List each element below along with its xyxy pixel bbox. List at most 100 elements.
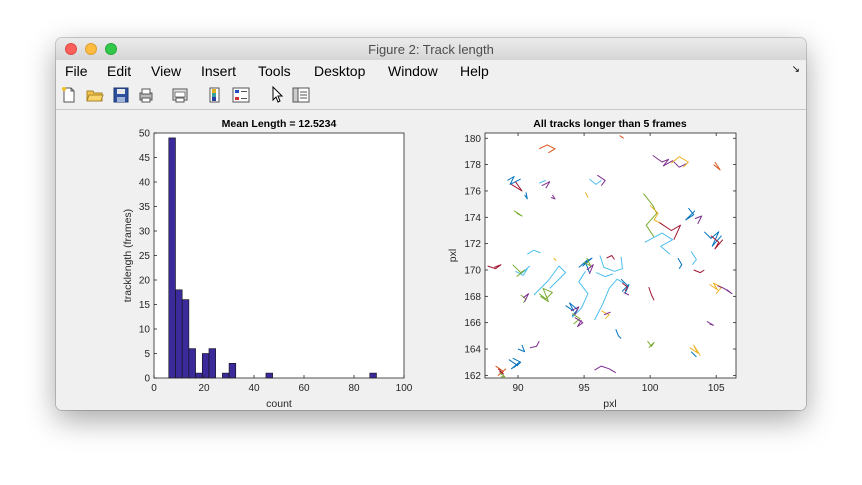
menu-help[interactable]: Help xyxy=(460,63,489,79)
track-line xyxy=(570,306,580,316)
track-line xyxy=(670,156,689,168)
tracks-ytick-label: 178 xyxy=(464,160,481,171)
track-line xyxy=(594,365,617,374)
title-bar[interactable]: Figure 2: Track length xyxy=(56,38,806,61)
minimize-window-button[interactable] xyxy=(85,43,97,55)
print-preview-icon[interactable] xyxy=(171,86,189,104)
histogram-ytick-label: 50 xyxy=(139,129,151,140)
menu-tools[interactable]: Tools xyxy=(258,63,291,79)
histogram-bar xyxy=(195,372,203,379)
histogram-xtick-label: 60 xyxy=(298,383,310,394)
tracks-xtick-label: 90 xyxy=(512,383,524,394)
tracks-xtick-label: 105 xyxy=(708,383,725,394)
track-line xyxy=(586,264,594,275)
track-line xyxy=(652,154,688,168)
histogram-bar xyxy=(265,372,273,379)
histogram-ytick-label: 45 xyxy=(139,153,151,164)
track-line xyxy=(644,232,674,255)
property-inspector-icon[interactable] xyxy=(292,86,310,104)
histogram-bar xyxy=(222,372,230,379)
tracks-ytick-label: 164 xyxy=(464,345,481,356)
track-line xyxy=(606,255,615,260)
track-line xyxy=(689,344,701,356)
menu-view[interactable]: View xyxy=(151,63,182,79)
track-line xyxy=(648,286,655,301)
zoom-window-button[interactable] xyxy=(105,43,117,55)
menu-edit[interactable]: Edit xyxy=(107,63,132,79)
track-line xyxy=(622,282,629,292)
track-line xyxy=(649,205,663,225)
track-line xyxy=(690,251,697,266)
new-figure-icon[interactable] xyxy=(60,86,78,104)
tracks-ytick-label: 170 xyxy=(464,265,481,276)
track-line xyxy=(601,310,610,320)
track-line xyxy=(713,161,721,171)
track-line xyxy=(571,271,589,318)
track-line xyxy=(706,320,714,326)
track-line xyxy=(583,257,592,267)
histogram-xtick-label: 40 xyxy=(248,383,260,394)
track-line xyxy=(717,285,733,295)
track-line xyxy=(595,272,614,278)
histogram-ytick-label: 35 xyxy=(139,202,151,213)
open-file-icon[interactable] xyxy=(86,86,104,104)
track-line xyxy=(619,135,624,139)
track-line xyxy=(522,293,530,302)
menu-overflow-arrow-icon[interactable]: ↘ xyxy=(791,64,800,75)
track-line xyxy=(693,269,705,274)
histogram-ytick-label: 15 xyxy=(139,300,151,311)
tracks-title: All tracks longer than 5 frames xyxy=(533,118,687,130)
track-line xyxy=(553,257,557,262)
tracks-ytick-label: 172 xyxy=(464,239,481,250)
histogram-bar xyxy=(228,363,237,379)
track-line xyxy=(599,255,623,272)
legend-icon[interactable] xyxy=(232,86,250,104)
histogram-ytick-label: 10 xyxy=(139,325,151,336)
tracks-plot-area xyxy=(485,133,736,378)
track-line xyxy=(527,249,541,255)
histogram-ytick-label: 20 xyxy=(139,276,151,287)
track-line xyxy=(685,207,696,221)
menu-insert[interactable]: Insert xyxy=(201,63,237,79)
track-line xyxy=(565,302,578,317)
menu-window[interactable]: Window xyxy=(388,63,438,79)
tracks-chart: 90 95 100 105 162 164 166 168 170 172 174 176 178 18… xyxy=(447,118,737,410)
histogram-ytick-label: 0 xyxy=(144,374,150,385)
track-line xyxy=(529,340,540,349)
track-line xyxy=(499,372,506,378)
track-line xyxy=(574,316,584,328)
histogram-ytick-label: 40 xyxy=(139,178,151,189)
histogram-plot-area xyxy=(154,133,404,378)
histogram-xtick-label: 20 xyxy=(198,383,210,394)
tracks-ytick-label: 166 xyxy=(464,318,481,329)
track-line xyxy=(643,193,658,238)
track-line xyxy=(571,313,581,325)
track-line xyxy=(603,311,611,316)
menu-bar: File Edit View Insert Tools Desktop Wind… xyxy=(56,60,806,82)
menu-file[interactable]: File xyxy=(65,63,88,79)
histogram-ytick-label: 5 xyxy=(144,349,150,360)
histogram-bar xyxy=(188,348,196,379)
close-window-button[interactable] xyxy=(65,43,77,55)
track-line xyxy=(512,357,522,367)
histogram-ytick-label: 25 xyxy=(139,251,151,262)
track-line xyxy=(541,181,551,189)
figure-window: Figure 2: Track length File Edit View In… xyxy=(56,38,806,410)
histogram-xlabel: count xyxy=(266,398,292,410)
tracks-ylabel: pxl xyxy=(447,249,459,262)
track-line xyxy=(710,235,724,250)
histogram-xtick-label: 0 xyxy=(151,383,157,394)
tracks-ytick-label: 180 xyxy=(464,134,481,145)
histogram-xtick-label: 100 xyxy=(396,383,413,394)
tracks-xtick-label: 100 xyxy=(642,383,659,394)
save-icon[interactable] xyxy=(112,86,130,104)
track-line xyxy=(524,192,528,200)
track-line xyxy=(533,265,567,296)
menu-desktop[interactable]: Desktop xyxy=(314,63,366,79)
track-line xyxy=(703,231,722,247)
colorbar-icon[interactable] xyxy=(206,86,224,104)
pointer-icon[interactable] xyxy=(268,86,286,104)
print-icon[interactable] xyxy=(137,86,155,104)
window-title: Figure 2: Track length xyxy=(368,42,494,57)
track-line xyxy=(584,192,589,198)
